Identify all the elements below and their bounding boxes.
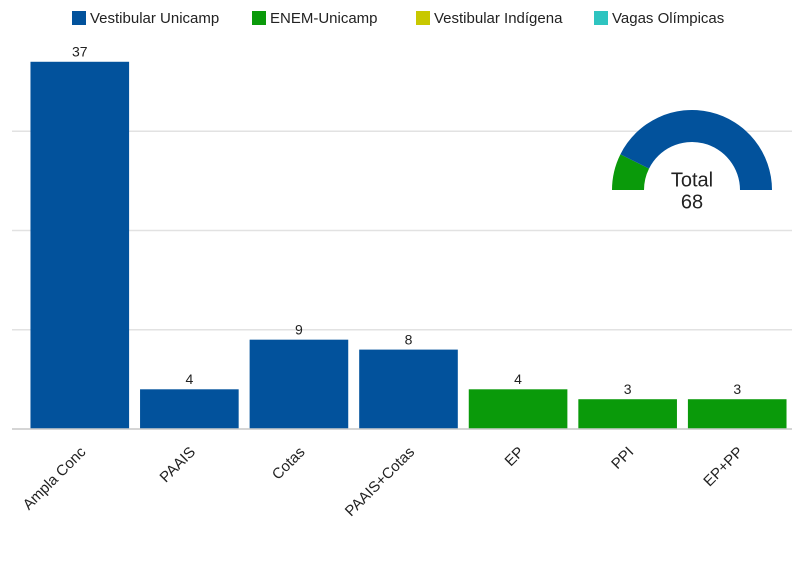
x-tick-label: EP bbox=[502, 444, 528, 470]
bar bbox=[468, 389, 568, 429]
total-label: Total bbox=[671, 169, 713, 191]
data-label: 4 bbox=[514, 371, 522, 387]
legend-label: Vestibular Unicamp bbox=[90, 10, 219, 27]
data-label: 4 bbox=[185, 371, 193, 387]
data-label: 3 bbox=[624, 381, 632, 397]
legend-swatch bbox=[416, 11, 430, 25]
data-label: 8 bbox=[405, 331, 413, 347]
bar bbox=[359, 349, 458, 429]
bar bbox=[30, 61, 130, 430]
x-tick-label: PAAIS+Cotas bbox=[342, 444, 418, 520]
x-tick-label: Cotas bbox=[269, 444, 309, 484]
legend-swatch bbox=[252, 11, 266, 25]
x-tick-label: EP+PP bbox=[700, 444, 747, 491]
x-tick-label: PPI bbox=[608, 444, 637, 473]
bar bbox=[578, 399, 677, 429]
legend-label: ENEM-Unicamp bbox=[270, 10, 378, 27]
legend-swatch bbox=[72, 11, 86, 25]
legend-swatch bbox=[594, 11, 608, 25]
data-label: 37 bbox=[72, 43, 88, 59]
total-value: 68 bbox=[681, 191, 703, 213]
data-label: 9 bbox=[295, 321, 303, 337]
x-tick-label: PAAIS bbox=[157, 444, 199, 486]
data-label: 3 bbox=[733, 381, 741, 397]
gauge-segment bbox=[620, 109, 772, 190]
x-tick-label: Ampla Conc bbox=[20, 443, 90, 513]
legend-label: Vagas Olímpicas bbox=[612, 10, 724, 27]
bar bbox=[687, 399, 787, 429]
gauge-segment bbox=[612, 154, 650, 190]
legend-label: Vestibular Indígena bbox=[434, 10, 563, 27]
bar bbox=[140, 389, 239, 429]
bar bbox=[249, 339, 349, 429]
